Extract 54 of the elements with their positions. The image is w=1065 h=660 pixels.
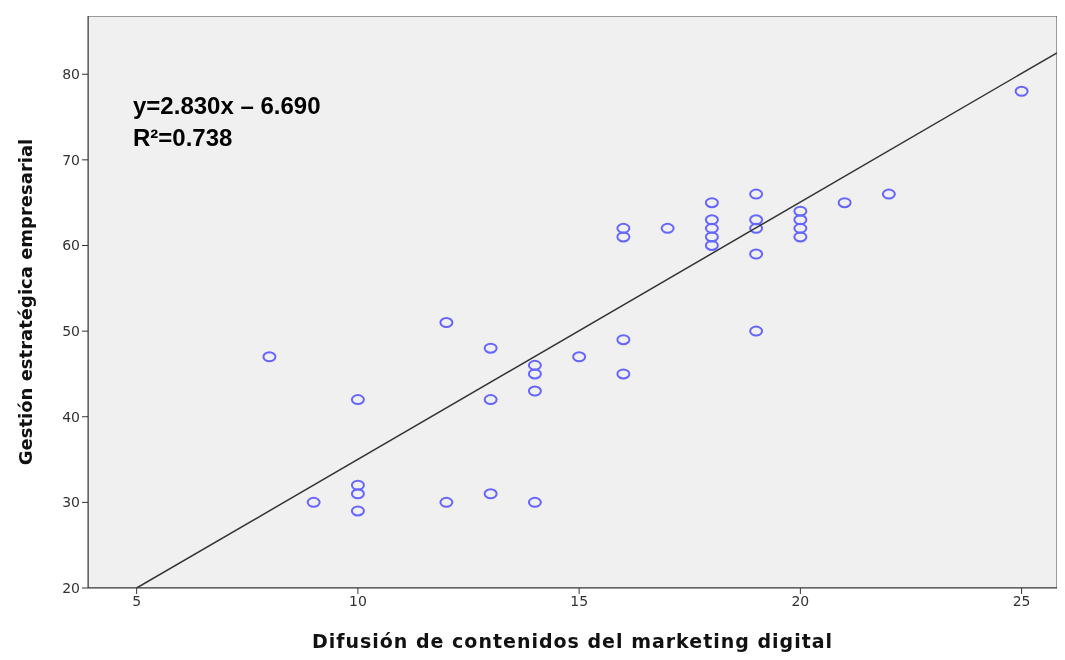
- point: [749, 248, 764, 260]
- point: [527, 359, 542, 371]
- point: [439, 317, 454, 329]
- x-tick-label: 5: [132, 592, 142, 609]
- point: [572, 351, 587, 363]
- annotation: y=2.830x – 6.690: [133, 91, 321, 121]
- point: [704, 231, 719, 243]
- point: [704, 197, 719, 209]
- point: [793, 231, 808, 243]
- point: [749, 222, 764, 234]
- point: [616, 368, 631, 380]
- point: [262, 351, 277, 363]
- x-tick-label: 10: [348, 592, 367, 609]
- point: [616, 222, 631, 234]
- point: [704, 239, 719, 251]
- point: [660, 222, 675, 234]
- point: [350, 488, 365, 500]
- point: [793, 214, 808, 226]
- y-tick-label: 60: [62, 237, 80, 254]
- y-tick-label: 50: [62, 323, 80, 340]
- point: [483, 488, 498, 500]
- point: [704, 214, 719, 226]
- point: [881, 188, 896, 200]
- x-axis-title: Difusión de contenidos del marketing digital: [311, 630, 834, 652]
- annotation: R²=0.738: [133, 123, 234, 153]
- point: [527, 496, 542, 508]
- point: [439, 496, 454, 508]
- point: [749, 188, 764, 200]
- point: [483, 342, 498, 354]
- y-axis-title: Gestión estratégica empresarial: [15, 138, 37, 466]
- point: [793, 205, 808, 217]
- y-tick-label: 40: [62, 408, 80, 425]
- point: [306, 496, 321, 508]
- point: [1014, 85, 1029, 97]
- point: [350, 394, 365, 406]
- point: [483, 394, 498, 406]
- x-tick-label: 15: [570, 592, 589, 609]
- y-tick-label: 30: [62, 494, 80, 511]
- point: [350, 479, 365, 491]
- point: [527, 368, 542, 380]
- point: [749, 325, 764, 337]
- x-tick-label: 20: [791, 592, 810, 609]
- point: [616, 231, 631, 243]
- y-tick-label: 70: [62, 151, 80, 168]
- point: [749, 214, 764, 226]
- point: [616, 334, 631, 346]
- point: [837, 197, 852, 209]
- y-tick-label: 80: [62, 66, 80, 83]
- point: [704, 222, 719, 234]
- point: [527, 385, 542, 397]
- point: [350, 505, 365, 517]
- x-tick-label: 25: [1012, 592, 1031, 609]
- y-tick-label: 20: [62, 579, 80, 596]
- point: [793, 222, 808, 234]
